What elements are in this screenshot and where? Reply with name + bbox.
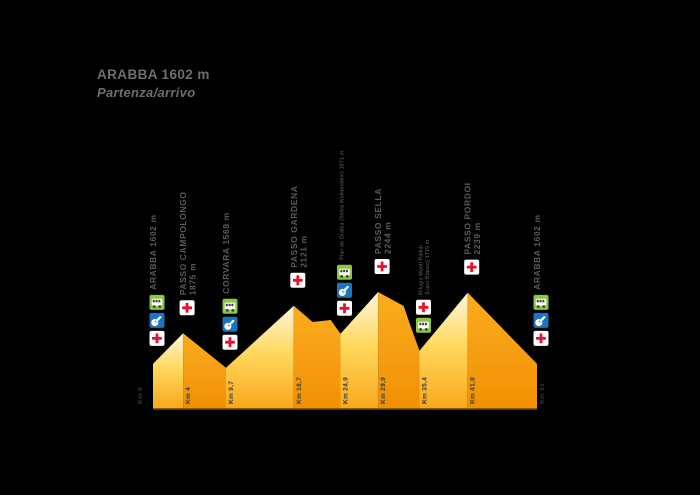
station-label-line: PASSO PORDOI	[463, 182, 473, 254]
baseline	[153, 408, 537, 410]
first-aid-cross-icon	[179, 300, 195, 316]
service-wrench-icon	[222, 316, 238, 332]
shuttle-bus-icon	[337, 264, 352, 280]
station-label-line: 2244 m	[383, 222, 393, 254]
page-title: ARABBA 1602 m	[97, 67, 210, 82]
service-wrench-icon	[149, 312, 165, 328]
km-marker-label: Km 24,9	[343, 377, 350, 404]
profile-segment-climb	[226, 305, 294, 408]
first-aid-cross-icon	[416, 299, 431, 315]
km-marker-label: Km 9,7	[228, 381, 235, 404]
shuttle-bus-icon	[222, 298, 238, 314]
station-label-line: 2239 m	[472, 222, 482, 254]
first-aid-cross-icon	[533, 330, 549, 346]
km-marker-label: Km 18,7	[296, 377, 303, 404]
station-label-line: PASSO SELLA	[373, 188, 383, 254]
profile-segment-descent	[183, 333, 226, 408]
km-marker-label: Km 35,4	[422, 377, 429, 404]
service-wrench-icon	[337, 282, 352, 298]
km-marker-label: Km 51	[539, 383, 546, 404]
profile-segment-climb	[153, 333, 184, 408]
start-finish-title-block: ARABBA 1602 m Partenza/arrivo	[97, 66, 210, 102]
profile-segment-descent	[378, 292, 420, 408]
service-wrench-icon	[533, 312, 549, 328]
station-label-line: PASSO CAMPOLONGO	[178, 191, 188, 295]
profile-segment-climb	[419, 292, 468, 408]
first-aid-cross-icon	[222, 334, 238, 350]
shuttle-bus-icon	[149, 294, 165, 310]
station-label-line: (Lupo Bianco) 1719 m	[425, 240, 431, 295]
km-marker-label: Km 4	[185, 387, 192, 404]
station-label-line: Plan de Gralba (Selva Wolkenstein) 1871 …	[340, 151, 346, 260]
shuttle-bus-icon	[533, 294, 549, 310]
first-aid-cross-icon	[337, 300, 352, 316]
shuttle-bus-icon	[416, 317, 431, 333]
station-label-line: CORVARA 1568 m	[221, 212, 231, 293]
station-label-line: Rifugio Monti Pallidi	[419, 245, 425, 295]
km-marker-label: Km 0	[137, 387, 144, 404]
profile-segment-descent	[467, 292, 537, 408]
station-label-line: 2121 m	[298, 235, 308, 267]
station-label-line: PASSO GARDENA	[289, 186, 299, 268]
page-subtitle: Partenza/arrivo	[97, 85, 196, 101]
first-aid-cross-icon	[290, 272, 306, 288]
profile-segment-climb	[340, 292, 379, 408]
station-label-line: 1875 m	[188, 263, 198, 295]
first-aid-cross-icon	[464, 259, 480, 275]
km-marker-label: Km 41,8	[470, 377, 477, 404]
first-aid-cross-icon	[374, 259, 390, 274]
profile-segment-descent	[293, 305, 341, 408]
station-label-line: ARABBA 1602 m	[148, 214, 158, 290]
km-marker-label: Km 29,9	[380, 377, 387, 404]
station-label-line: ARABBA 1602 m	[532, 214, 542, 290]
first-aid-cross-icon	[149, 330, 165, 346]
